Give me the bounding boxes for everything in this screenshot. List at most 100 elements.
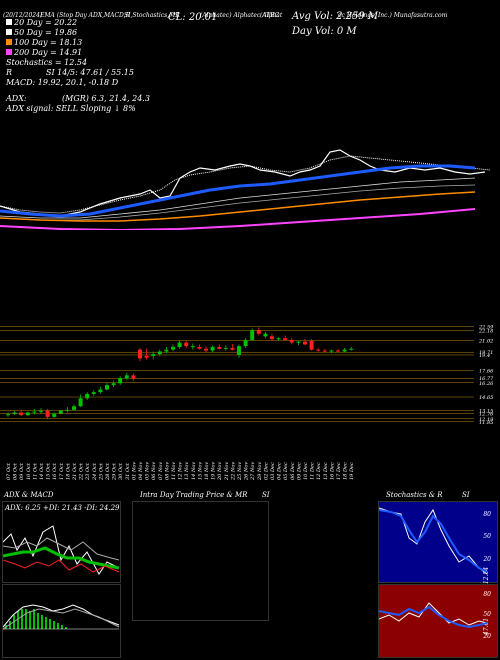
candle-body — [138, 349, 142, 359]
date-tick-label: 29 Nov — [257, 462, 263, 481]
macd-bar — [21, 609, 23, 629]
intraday-panel — [132, 501, 269, 621]
date-tick-label: 08 Nov — [164, 462, 170, 480]
date-tick-label: 24 Oct — [92, 462, 98, 481]
macd-bar — [65, 627, 67, 629]
date-tick-label: 11 Oct — [32, 462, 38, 480]
legend-swatch-ema50 — [6, 29, 12, 35]
price-tick-label: 11.85 — [479, 420, 493, 426]
stat-adx-signal: ADX signal: SELL Sloping ↓ 8% — [6, 104, 136, 113]
candle-body — [263, 333, 268, 337]
ema-100-line — [0, 191, 476, 222]
date-tick-label: 10 Dec — [303, 462, 309, 480]
date-tick-label: 12 Dec — [316, 462, 322, 480]
legend-swatch-ema100 — [6, 39, 12, 45]
legend-swatch-ema200 — [6, 49, 12, 55]
rsi-tick-20: 20 — [483, 633, 491, 640]
candle-body — [118, 377, 123, 384]
date-tick-label: 22 Nov — [230, 462, 236, 481]
price-close-line — [0, 149, 486, 217]
candle-body — [230, 347, 235, 350]
date-tick-label: 09 Oct — [19, 462, 25, 480]
macd-panel — [2, 584, 121, 658]
close-price: CL: 20.01 — [168, 12, 218, 23]
date-tick-label: 14 Oct — [39, 462, 45, 480]
stoch-title: Stochastics & R — [386, 491, 443, 499]
date-tick-label: 10 Oct — [26, 462, 32, 480]
stat-rsi: SI 14/5: 47.61 / 55.15 — [46, 68, 134, 77]
stoch-si: SI — [462, 491, 470, 499]
candle-body — [184, 342, 189, 347]
candle-body — [6, 414, 10, 416]
intraday-si: SI — [262, 491, 270, 499]
date-tick-label: 31 Oct — [125, 462, 131, 480]
stat-adx: ADX: — [6, 94, 27, 103]
adx-panel-values: ADX: 6.25 +DI: 21.43 -DI: 24.29 — [5, 504, 120, 512]
candle-body — [52, 413, 57, 417]
candle-body — [197, 347, 202, 349]
candle-body — [32, 411, 37, 413]
adx-panel: ADX: 6.25 +DI: 21.43 -DI: 24.29 — [2, 501, 121, 583]
date-tick-label: 19 Nov — [211, 462, 217, 480]
adx-macd-title: ADX & MACD — [4, 491, 54, 499]
date-tick-label: 25 Oct — [98, 462, 104, 481]
macd-signal-line — [3, 608, 120, 630]
candle-body — [164, 349, 169, 352]
rsi-lines — [379, 602, 488, 629]
candle-body — [296, 341, 301, 343]
adx-line-white — [3, 525, 120, 575]
candle-body — [144, 355, 149, 358]
price-tick-label: 22.18 — [478, 328, 493, 334]
candle-body — [72, 406, 76, 410]
date-tick-label: 11 Nov — [171, 462, 177, 480]
date-tick-label: 18 Dec — [343, 462, 349, 480]
date-tick-label: 25 Nov — [237, 462, 243, 481]
adx-line-red — [3, 559, 120, 573]
candle-body — [190, 346, 195, 348]
adx-line-green — [3, 546, 120, 570]
date-tick-label: 04 Nov — [138, 462, 144, 480]
ema-20-dotted-line — [0, 155, 491, 214]
macd-bar — [29, 611, 31, 629]
date-tick-label: 30 Oct — [118, 462, 124, 480]
rsi-panel: 80 50 20 47.61 — [378, 584, 498, 658]
candle-body — [329, 350, 334, 352]
intraday-title: Intra Day Trading Price & MR — [140, 491, 248, 499]
header-indicators: SI,Stochastics,MR — [124, 12, 180, 19]
avg-volume: Avg Vol: 2.259 M — [292, 11, 379, 22]
macd-bar — [25, 609, 27, 629]
date-tick-label: 09 Dec — [296, 462, 302, 480]
price-tick-label: 12.76 — [479, 412, 494, 418]
date-tick-label: 15 Oct — [46, 462, 52, 480]
legend-swatch-ema20 — [6, 19, 12, 25]
date-tick-label: 07 Oct — [6, 462, 12, 480]
stochastics-panel: 80 50 20 12.54 — [378, 501, 498, 584]
price-tick-label: 19.71 — [479, 350, 493, 356]
macd-histogram — [5, 609, 67, 629]
candle-body — [151, 354, 156, 356]
candle-body — [276, 338, 281, 340]
candle-body — [91, 392, 96, 394]
price-tick-label: 16.26 — [479, 381, 494, 387]
header-company: (Alphat — [260, 12, 283, 19]
date-tick-label: 22 Oct — [79, 462, 85, 481]
date-tick-label: 18 Oct — [65, 462, 71, 480]
ema-50-white-line — [0, 177, 476, 219]
price-tick-label: 17.66 — [479, 368, 494, 374]
stoch-k-line — [379, 507, 488, 575]
candle-body — [111, 383, 116, 386]
legend-ema100: 100 Day = 18.13 — [6, 38, 82, 47]
candle-body — [177, 342, 182, 348]
date-tick-label: 27 Nov — [250, 462, 256, 481]
rsi-tick-50: 50 — [483, 611, 491, 618]
candle-body — [65, 409, 70, 411]
legend-ema200: 200 Day = 14.91 — [6, 48, 82, 57]
macd-bar — [45, 617, 47, 629]
stoch-tick-80: 80 — [483, 511, 491, 518]
date-tick-label: 20 Nov — [217, 462, 223, 481]
date-tick-label: 05 Nov — [145, 462, 151, 480]
candle-body — [256, 330, 261, 334]
candle-body — [12, 412, 17, 414]
price-tick-label: 16.77 — [479, 376, 494, 382]
